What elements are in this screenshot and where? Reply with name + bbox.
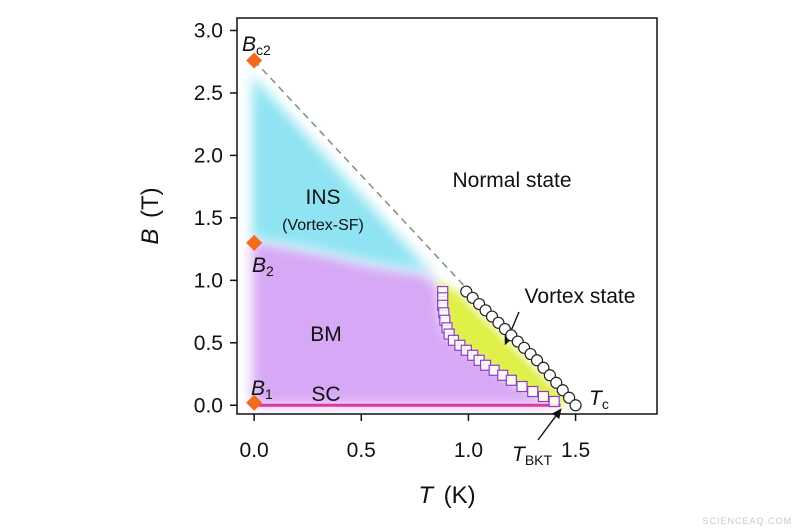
- label-vortex: Vortex state: [525, 285, 636, 308]
- y-tick-label: 2.5: [194, 82, 223, 105]
- label-tbkt: TBKT: [512, 443, 553, 468]
- tbkt-arrow: [538, 416, 556, 440]
- phase-regions: [252, 76, 569, 406]
- label-tc: Tc: [589, 387, 609, 412]
- data-point-square: [538, 392, 548, 402]
- data-point-square: [549, 397, 559, 407]
- label-bm: BM: [310, 323, 342, 346]
- y-tick-label: 0.5: [194, 332, 223, 355]
- tbkt-arrowhead: [552, 408, 562, 419]
- label-normal: Normal state: [452, 169, 571, 192]
- x-tick-label: 1.0: [454, 439, 483, 462]
- data-point-square: [517, 382, 527, 392]
- y-tick-label: 0.0: [194, 394, 223, 417]
- x-tick-label: 0.0: [240, 439, 269, 462]
- label-sc: SC: [311, 383, 340, 406]
- data-point-circle: [570, 400, 581, 411]
- y-tick-label: 3.0: [194, 19, 223, 42]
- x-axis-title: T (K): [418, 482, 475, 509]
- y-tick-label: 1.0: [194, 269, 223, 292]
- label-ins-sub: (Vortex-SF): [282, 217, 364, 234]
- y-tick-label: 1.5: [194, 207, 223, 230]
- y-axis-title: B (T): [137, 187, 164, 244]
- data-point-square: [506, 375, 516, 385]
- label-ins: INS: [305, 186, 340, 209]
- label-bc2: Bc2: [242, 33, 271, 58]
- watermark: SCIENCEAQ.COM: [702, 516, 792, 526]
- x-tick-label: 1.5: [561, 439, 590, 462]
- x-tick-label: 0.5: [347, 439, 376, 462]
- y-tick-label: 2.0: [194, 144, 223, 167]
- y-axis: 0.0 0.5 1.0 1.5 2.0 2.5 3.0: [194, 19, 237, 417]
- data-point-square: [528, 387, 538, 397]
